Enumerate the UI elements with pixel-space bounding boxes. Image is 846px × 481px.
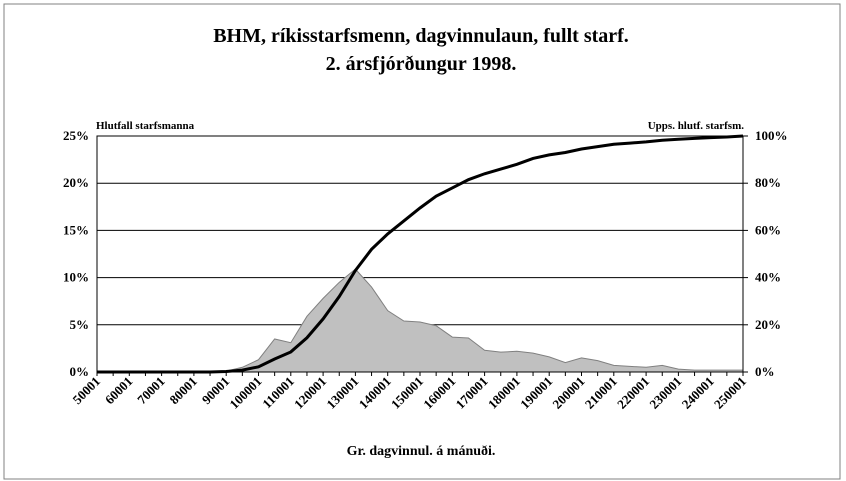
x-axis-label: Gr. dagvinnul. á mánuði. xyxy=(347,443,496,459)
y-tick-label: 10% xyxy=(63,270,89,285)
chart-subtitle: 2. ársfjórðungur 1998. xyxy=(326,53,517,75)
y-axis-label: Hlutfall starfsmanna xyxy=(96,120,195,132)
y2-tick-label: 0% xyxy=(755,364,775,379)
y2-axis-label: Upps. hlutf. starfsm. xyxy=(648,120,745,132)
y2-tick-label: 40% xyxy=(755,270,781,285)
y2-tick-label: 60% xyxy=(755,222,781,237)
chart-title: BHM, ríkisstarfsmenn, dagvinnulaun, full… xyxy=(213,25,629,47)
y-tick-label: 0% xyxy=(70,364,90,379)
plot-border xyxy=(96,135,744,373)
y2-tick-label: 20% xyxy=(755,317,781,332)
y-tick-label: 15% xyxy=(63,222,89,237)
y-tick-label: 25% xyxy=(63,128,89,143)
y-tick-label: 5% xyxy=(70,317,90,332)
y2-tick-label: 100% xyxy=(755,128,788,143)
y2-tick-label: 80% xyxy=(755,175,781,190)
y-tick-label: 20% xyxy=(63,175,89,190)
